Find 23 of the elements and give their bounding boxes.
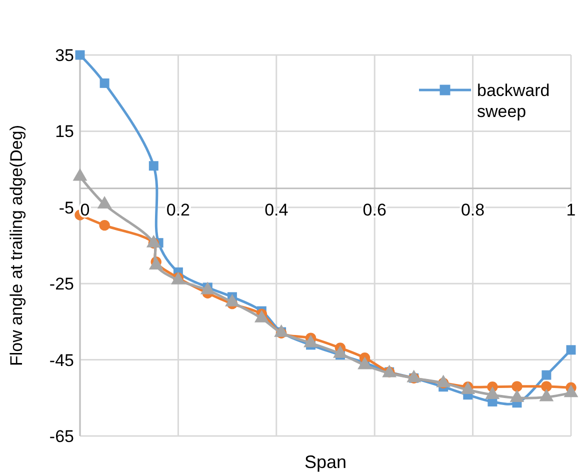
point <box>541 381 552 392</box>
x-tick-label: 0.4 <box>264 200 288 220</box>
y-tick-label: 35 <box>55 46 74 65</box>
x-tick-label: 0.8 <box>460 200 485 220</box>
y-tick-label: -65 <box>49 426 74 446</box>
point <box>99 220 110 231</box>
point <box>566 345 576 355</box>
point <box>542 370 552 380</box>
point <box>512 381 522 392</box>
x-tick-label: 1 <box>566 200 576 220</box>
y-axis-title: Flow angle at trailing adge(Deg) <box>7 125 26 366</box>
legend-label: backward sweep <box>477 80 550 122</box>
x-tick-label: 0 <box>80 200 90 220</box>
y-tick-label: -25 <box>49 274 74 294</box>
point <box>148 161 158 171</box>
y-tick-label: 15 <box>55 122 74 142</box>
x-tick-label: 0.2 <box>166 200 190 220</box>
point <box>75 50 85 60</box>
x-tick-label: 0.6 <box>362 200 386 220</box>
point <box>100 78 110 88</box>
x-axis-title: Span <box>304 452 347 472</box>
y-tick-label: -5 <box>58 198 74 218</box>
y-tick-label: -45 <box>49 350 74 370</box>
